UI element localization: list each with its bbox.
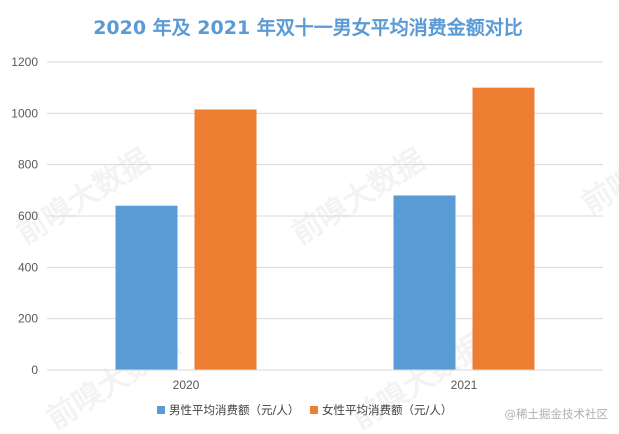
x-tick-label: 2021 (451, 378, 478, 392)
bars (115, 87, 535, 371)
y-axis-tick-labels: 0 200 400 600 800 1000 1200 (11, 55, 38, 377)
credit-text: @稀土掘金技术社区 (505, 407, 609, 421)
y-tick-label: 1200 (11, 55, 38, 69)
legend-label: 男性平均消费额（元/人） (169, 403, 299, 417)
bar (393, 195, 456, 370)
bar (194, 109, 257, 370)
legend-label: 女性平均消费额（元/人） (322, 403, 452, 417)
chart-title: 2020 年及 2021 年双十一男女平均消费金额对比 (93, 16, 523, 39)
x-axis-tick-labels: 2020 2021 (173, 378, 478, 392)
y-tick-label: 1000 (11, 106, 38, 120)
bar (472, 87, 535, 371)
x-tick-label: 2020 (173, 378, 200, 392)
watermark-text: 前嗅大数据 (576, 113, 619, 222)
bar (115, 205, 178, 370)
y-tick-label: 600 (18, 209, 38, 223)
y-tick-label: 0 (31, 363, 38, 377)
legend: 男性平均消费额（元/人） 女性平均消费额（元/人） (157, 403, 452, 417)
y-tick-label: 800 (18, 158, 38, 172)
legend-swatch (310, 406, 318, 414)
legend-swatch (157, 406, 165, 414)
y-tick-label: 200 (18, 312, 38, 326)
y-tick-label: 400 (18, 260, 38, 274)
